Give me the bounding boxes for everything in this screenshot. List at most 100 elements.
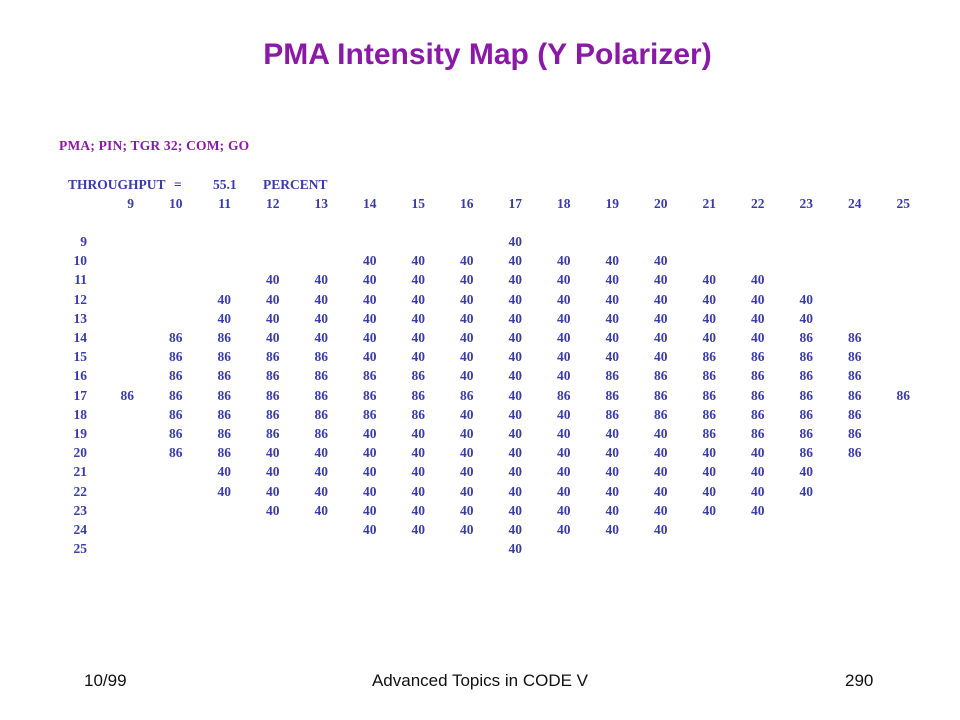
intensity-cell: 40: [654, 502, 668, 518]
column-header: 10: [169, 196, 183, 211]
intensity-cell: 86: [169, 330, 183, 345]
row-label: 21: [73, 464, 88, 480]
intensity-cell: 40: [460, 426, 474, 441]
intensity-cell: 86: [848, 445, 862, 461]
intensity-cell: 40: [217, 291, 232, 307]
intensity-cell: 86: [411, 368, 426, 384]
intensity-cell: 40: [605, 464, 620, 480]
intensity-cell: 86: [266, 406, 280, 422]
intensity-cell: 40: [460, 445, 474, 461]
row-label: 19: [73, 426, 88, 441]
intensity-cell: 86: [169, 406, 183, 422]
intensity-cell: 40: [508, 349, 523, 365]
intensity-cell: 86: [217, 368, 232, 384]
intensity-cell: 40: [557, 426, 571, 441]
intensity-cell: 40: [751, 483, 765, 499]
intensity-cell: 40: [314, 330, 329, 345]
row-label: 20: [73, 445, 88, 461]
intensity-cell: 86: [169, 349, 183, 365]
intensity-cell: 86: [799, 426, 814, 441]
intensity-cell: 40: [508, 272, 523, 288]
intensity-cell: 86: [266, 349, 280, 365]
intensity-cell: 40: [702, 310, 717, 326]
throughput-label: THROUGHPUT: [68, 177, 166, 192]
column-header: 15: [411, 196, 426, 211]
intensity-cell: 86: [654, 368, 668, 384]
intensity-cell: 40: [217, 464, 232, 480]
intensity-cell: 40: [314, 291, 329, 307]
intensity-cell: 86: [848, 426, 862, 441]
intensity-cell: 86: [848, 330, 862, 345]
intensity-cell: 40: [557, 502, 571, 518]
intensity-cell: 40: [654, 445, 668, 461]
column-header: 22: [751, 196, 765, 211]
row-label: 23: [73, 502, 88, 518]
column-header: 24: [848, 196, 862, 211]
intensity-cell: 86: [314, 406, 329, 422]
intensity-cell: 40: [508, 234, 523, 249]
intensity-cell: 40: [605, 483, 620, 499]
intensity-cell: 86: [848, 349, 862, 365]
intensity-cell: 86: [799, 349, 814, 365]
command-line: PMA; PIN; TGR 32; COM; GO: [59, 138, 250, 153]
intensity-cell: 40: [799, 464, 814, 480]
column-header: 11: [218, 196, 231, 211]
intensity-cell: 40: [654, 253, 668, 269]
intensity-cell: 86: [266, 368, 280, 384]
intensity-cell: 86: [702, 368, 717, 384]
intensity-cell: 86: [314, 387, 329, 403]
row-label: 11: [74, 272, 87, 288]
intensity-cell: 86: [217, 445, 232, 461]
throughput-equals: =: [174, 177, 182, 192]
intensity-cell: 40: [508, 310, 523, 326]
footer-course: Advanced Topics in CODE V: [371, 671, 589, 690]
row-label: 14: [73, 330, 88, 345]
column-header: 18: [557, 196, 571, 211]
intensity-cell: 40: [799, 310, 814, 326]
intensity-cell: 86: [799, 387, 814, 403]
intensity-cell: 40: [411, 349, 426, 365]
intensity-cell: 40: [266, 310, 280, 326]
intensity-cell: 86: [702, 426, 717, 441]
intensity-cell: 40: [411, 291, 426, 307]
intensity-cell: 40: [557, 330, 571, 345]
intensity-cell: 86: [896, 387, 911, 403]
intensity-cell: 40: [411, 522, 426, 537]
intensity-cell: 86: [217, 387, 232, 403]
intensity-cell: 86: [799, 406, 814, 422]
intensity-cell: 86: [363, 387, 377, 403]
intensity-cell: 40: [266, 502, 280, 518]
intensity-cell: 40: [557, 522, 571, 537]
intensity-cell: 40: [654, 349, 668, 365]
intensity-cell: 40: [508, 368, 523, 384]
intensity-cell: 40: [702, 330, 717, 345]
footer-date: 10/99: [84, 671, 127, 690]
slide-title: PMA Intensity Map (Y Polarizer): [263, 38, 712, 71]
intensity-cell: 40: [605, 253, 620, 269]
intensity-cell: 40: [363, 426, 377, 441]
intensity-cell: 40: [460, 368, 474, 384]
intensity-cell: 40: [557, 310, 571, 326]
intensity-cell: 40: [557, 253, 571, 269]
intensity-cell: 86: [169, 387, 183, 403]
intensity-cell: 40: [460, 330, 474, 345]
intensity-cell: 86: [848, 387, 862, 403]
column-header: 16: [460, 196, 474, 211]
intensity-cell: 40: [217, 483, 232, 499]
intensity-cell: 40: [557, 349, 571, 365]
intensity-cell: 86: [314, 349, 329, 365]
intensity-cell: 40: [460, 502, 474, 518]
intensity-cell: 86: [217, 426, 232, 441]
intensity-cell: 40: [508, 464, 523, 480]
intensity-cell: 40: [751, 291, 765, 307]
intensity-cell: 40: [751, 445, 765, 461]
intensity-cell: 40: [314, 502, 329, 518]
intensity-cell: 40: [411, 445, 426, 461]
intensity-cell: 40: [605, 426, 620, 441]
intensity-cell: 40: [266, 291, 280, 307]
row-label: 9: [80, 234, 87, 249]
intensity-cell: 86: [120, 387, 135, 403]
intensity-cell: 40: [508, 541, 523, 557]
intensity-cell: 40: [460, 310, 474, 326]
intensity-cell: 86: [654, 406, 668, 422]
